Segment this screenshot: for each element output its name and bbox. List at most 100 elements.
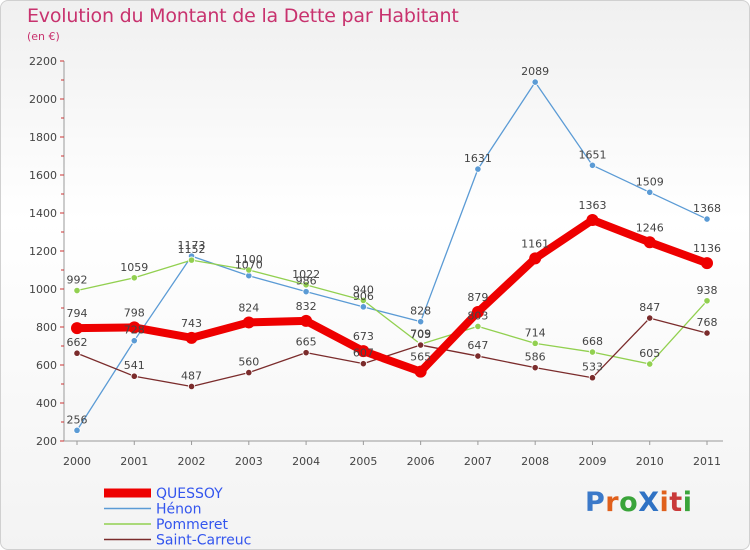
data-label-h-non: 906 [353, 290, 374, 303]
x-tick-label: 2002 [178, 455, 206, 468]
data-point-pommeret [245, 266, 253, 274]
data-point-quessoy [128, 321, 141, 334]
data-label-h-non: 1631 [464, 152, 492, 165]
data-point-saint-carreuc [359, 360, 367, 368]
data-point-quessoy [300, 314, 313, 327]
data-point-quessoy [529, 252, 542, 265]
y-tick-label: 1200 [29, 245, 57, 258]
data-label-quessoy: 673 [353, 330, 374, 343]
data-label-h-non: 986 [296, 275, 317, 288]
data-label-saint-carreuc: 705 [410, 328, 431, 341]
legend-label-saint-carreuc: Saint-Carreuc [156, 533, 251, 549]
data-label-saint-carreuc: 647 [467, 339, 488, 352]
data-label-pommeret: 1152 [178, 243, 206, 256]
data-label-pommeret: 940 [353, 283, 374, 296]
data-label-saint-carreuc: 847 [639, 301, 660, 314]
data-label-pommeret: 803 [467, 309, 488, 322]
data-label-h-non: 2089 [521, 65, 549, 78]
data-point-quessoy [185, 331, 198, 344]
y-tick-label: 1400 [29, 207, 57, 220]
legend-label-h-non: Hénon [156, 502, 201, 518]
data-label-quessoy: 798 [124, 306, 145, 319]
data-point-pommeret [359, 296, 367, 304]
y-tick-label: 800 [36, 321, 57, 334]
x-tick-label: 2005 [349, 455, 377, 468]
data-label-quessoy: 1363 [578, 199, 606, 212]
y-tick-label: 1000 [29, 283, 57, 296]
data-label-pommeret: 709 [410, 327, 431, 340]
data-point-pommeret [73, 286, 81, 295]
data-label-quessoy: 565 [410, 351, 431, 364]
data-label-pommeret: 605 [639, 347, 660, 360]
data-point-h-non [531, 78, 539, 86]
data-point-saint-carreuc [187, 382, 196, 391]
y-tick-label: 2000 [29, 93, 57, 106]
data-point-pommeret [130, 274, 138, 282]
chart-subtitle: (en €) [27, 30, 60, 43]
data-label-h-non: 1509 [636, 175, 664, 188]
data-label-quessoy: 1246 [636, 221, 664, 234]
data-point-quessoy [701, 257, 713, 270]
data-label-quessoy: 1161 [521, 237, 549, 250]
data-point-h-non [302, 288, 310, 296]
data-point-h-non [73, 426, 81, 434]
y-tick-label: 200 [36, 435, 57, 448]
y-tick-label: 1600 [29, 169, 57, 182]
chart-title: Evolution du Montant de la Dette par Hab… [27, 5, 459, 27]
data-label-quessoy: 794 [67, 307, 88, 320]
series-lines [71, 78, 713, 434]
data-label-saint-carreuc: 541 [124, 359, 145, 372]
series-line-pommeret [76, 259, 708, 365]
logo-letter: o [619, 487, 639, 518]
data-label-saint-carreuc: 487 [181, 369, 202, 382]
data-label-h-non: 256 [67, 413, 88, 426]
logo-letter: t [669, 487, 683, 518]
data-point-pommeret [646, 360, 654, 368]
data-point-pommeret [187, 256, 196, 264]
data-label-saint-carreuc: 533 [582, 361, 603, 374]
data-labels: 256 728 1173 1070 986 906 828 1631 2089 1651 1509 1… [67, 65, 722, 426]
x-tick-label: 2003 [235, 455, 263, 468]
x-tick-label: 2004 [292, 455, 320, 468]
data-point-saint-carreuc [474, 352, 482, 360]
data-point-saint-carreuc [646, 314, 654, 322]
data-label-quessoy: 743 [181, 317, 202, 330]
axes: 200 400 600 800 1000 1200 1400 1600 1800 2000 2200… [29, 55, 723, 468]
data-label-quessoy: 832 [296, 300, 317, 313]
data-point-quessoy [242, 316, 255, 329]
data-label-pommeret: 1022 [292, 268, 320, 281]
data-point-pommeret [302, 281, 310, 289]
logo-letter: X [638, 487, 660, 518]
y-tick-label: 400 [36, 397, 57, 410]
data-point-h-non [359, 303, 367, 311]
data-label-saint-carreuc: 665 [296, 336, 317, 349]
x-tick-label: 2010 [636, 455, 664, 468]
data-point-pommeret [588, 348, 597, 356]
data-label-saint-carreuc: 768 [697, 316, 718, 329]
data-point-pommeret [703, 297, 711, 305]
legend-label-quessoy: QUESSOY [156, 486, 223, 502]
data-label-h-non: 828 [410, 305, 431, 318]
x-tick-label: 2007 [464, 455, 492, 468]
data-label-saint-carreuc: 607 [353, 347, 374, 360]
data-point-h-non [703, 215, 711, 223]
data-label-h-non: 1651 [578, 148, 606, 161]
y-tick-label: 1800 [29, 131, 57, 144]
data-label-saint-carreuc: 560 [238, 356, 259, 369]
data-label-pommeret: 1100 [235, 253, 263, 266]
x-tick-label: 2011 [693, 455, 721, 468]
data-point-h-non [474, 165, 482, 173]
data-point-h-non [130, 337, 138, 345]
data-label-pommeret: 668 [582, 335, 603, 348]
logo-letter: i [682, 487, 693, 518]
data-label-pommeret: 938 [697, 284, 718, 297]
data-point-quessoy [586, 214, 599, 227]
data-point-saint-carreuc [245, 368, 253, 377]
data-point-h-non [417, 318, 425, 326]
data-point-pommeret [531, 339, 539, 347]
data-label-h-non: 728 [124, 324, 145, 337]
data-point-quessoy [643, 236, 656, 249]
data-point-saint-carreuc [588, 374, 597, 382]
